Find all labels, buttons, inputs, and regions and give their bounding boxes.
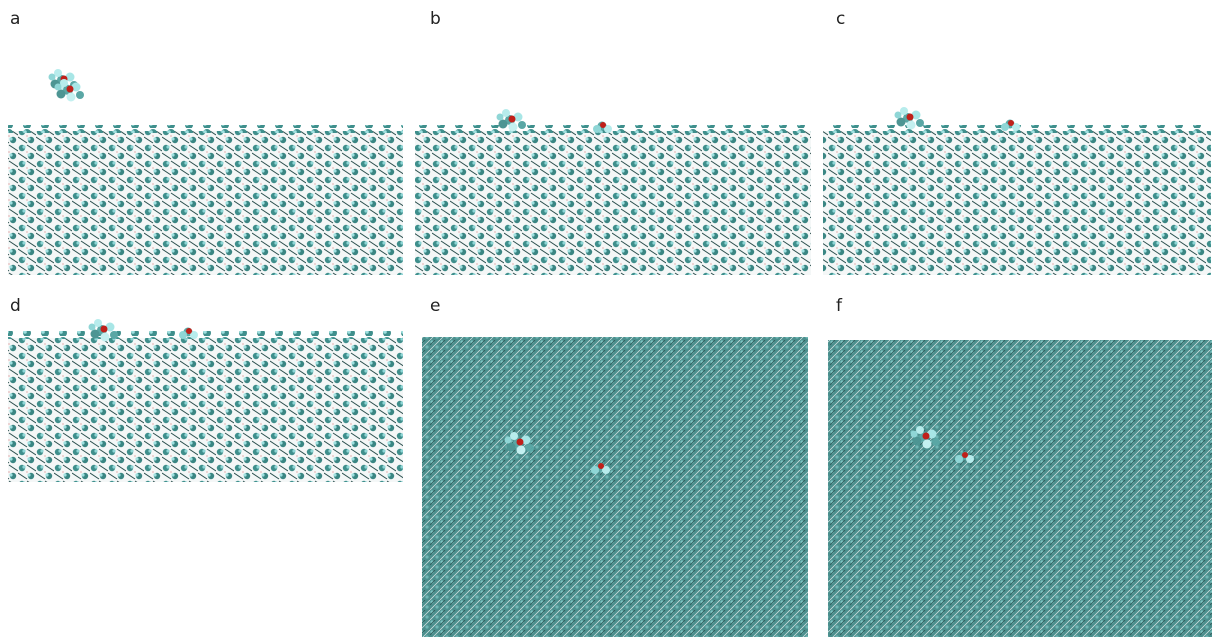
panel-label: c <box>836 9 845 29</box>
panel-label: e <box>430 296 440 316</box>
panel-a <box>8 69 403 275</box>
panel-label: b <box>430 9 441 29</box>
panel-label: a <box>10 9 20 29</box>
panel-label: f <box>836 296 843 316</box>
panel-f <box>828 340 1212 637</box>
panel-d <box>8 319 403 482</box>
panel-label: d <box>10 296 21 316</box>
panel-c <box>823 107 1211 275</box>
panel-b <box>415 109 811 275</box>
panel-e <box>422 337 808 637</box>
